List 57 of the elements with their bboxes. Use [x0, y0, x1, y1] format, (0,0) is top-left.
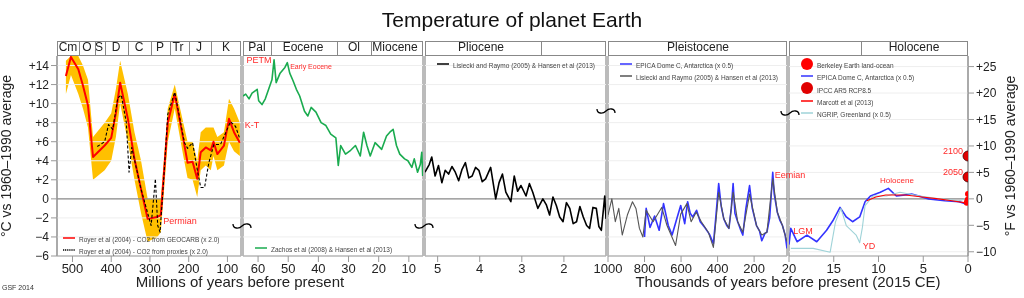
x-tick-label: 5	[434, 261, 442, 277]
annotation: K-T	[244, 120, 260, 131]
y2-tick-label: +25	[976, 59, 997, 74]
y-tick-label: +8	[35, 115, 50, 130]
y-tick-label: 0	[42, 192, 50, 207]
y2-tick-label: 0	[976, 192, 983, 207]
text: S	[94, 40, 104, 55]
text: Miocene	[372, 40, 418, 55]
y2-tick-label: +20	[976, 86, 997, 101]
y2-tick-label: +5	[976, 165, 991, 180]
text: D	[111, 40, 121, 55]
y-tick-label: −6	[35, 249, 50, 264]
y-axis-title: °C vs 1960–1990 average	[0, 74, 14, 238]
text: P	[155, 40, 165, 55]
x-tick-label: 20	[371, 261, 386, 277]
text: O	[82, 40, 92, 55]
text: Pleistocene	[666, 40, 730, 55]
annotation: Holocene	[880, 175, 914, 186]
text: Tr	[172, 40, 184, 55]
annotation: YD	[862, 241, 876, 252]
annotation: Permian	[163, 216, 197, 227]
y-tick-label: +14	[28, 58, 50, 73]
y-tick-label: +12	[28, 77, 50, 92]
y-tick-label: +10	[28, 96, 50, 111]
x-tick-label: 500	[61, 261, 84, 277]
text: Pliocene	[457, 40, 505, 55]
annotation: 2050	[942, 167, 964, 178]
y-tick-label: +6	[35, 134, 50, 149]
y2-tick-label: +10	[976, 139, 997, 154]
chart-title: Temperature of planet Earth	[380, 8, 644, 32]
text: Pal	[248, 40, 266, 55]
x-tick-label: 1000	[593, 261, 623, 277]
y2-tick-label: +15	[976, 112, 997, 127]
y-tick-label: −2	[35, 211, 50, 226]
annotation: 2100	[942, 146, 964, 157]
text: Cm	[58, 40, 78, 55]
text: C	[134, 40, 144, 55]
annotation: Eemian	[774, 170, 806, 181]
x-tick-label: 2	[560, 261, 568, 277]
y2-axis-title: °F vs 1960–1990 average	[1001, 75, 1018, 237]
text: Eocene	[282, 40, 324, 55]
text: J	[196, 40, 202, 55]
annotation: LGM	[793, 226, 813, 237]
text: K	[221, 40, 231, 55]
y-tick-label: +2	[35, 173, 50, 188]
x-tick-label: 4	[476, 261, 484, 277]
text: Ol	[348, 40, 360, 55]
y2-tick-label: −10	[976, 245, 997, 260]
y-tick-label: +4	[35, 154, 50, 169]
x-tick-label: 400	[100, 261, 123, 277]
text: Holocene	[888, 40, 940, 55]
annotation: PETM	[246, 55, 272, 66]
x-tick-label: 10	[401, 261, 417, 277]
y-tick-label: −4	[35, 230, 50, 245]
x-tick-label: 0	[964, 261, 972, 277]
y2-tick-label: −5	[976, 218, 991, 233]
x-tick-label: 3	[518, 261, 526, 277]
